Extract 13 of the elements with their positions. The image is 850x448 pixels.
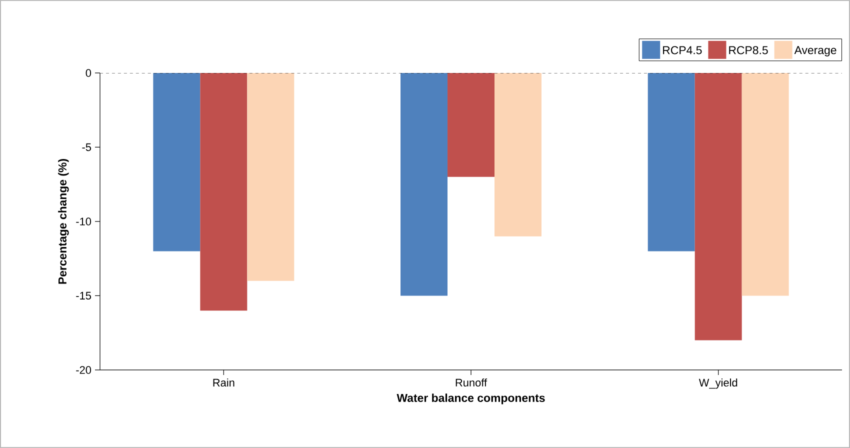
x-tick-label: W_yield [698,378,738,389]
y-axis-title: Percentage change (%) [58,159,69,284]
legend-label: Average [794,46,836,56]
x-tick-label: Runoff [456,378,488,387]
legend-label: RCP8.5 [729,46,768,54]
x-tick-label: Rain [213,378,234,387]
legend-label: RCP4.5 [663,46,702,54]
y-tick-label: 0 [86,69,92,77]
y-tick-label: -10 [76,218,92,226]
x-axis-title: Water balance components [396,394,545,404]
y-tick-label: -20 [76,366,92,374]
y-tick-label: -15 [76,292,92,300]
y-tick-label: -5 [82,143,92,152]
